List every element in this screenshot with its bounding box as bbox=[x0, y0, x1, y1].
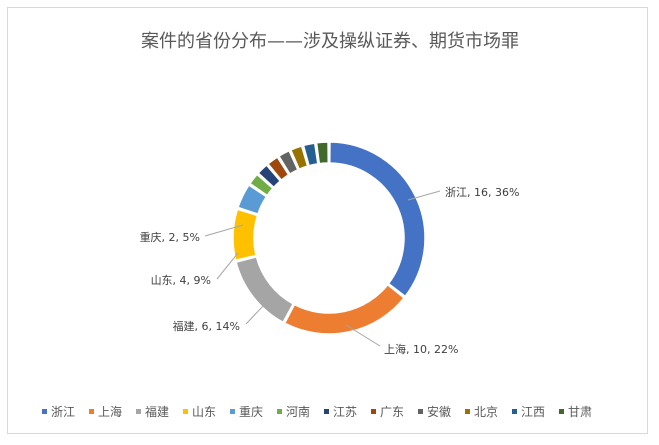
leader-line-1 bbox=[407, 190, 441, 201]
leader-line-4 bbox=[216, 252, 239, 280]
slice-4 bbox=[232, 208, 259, 262]
legend-label-10: 北京 bbox=[474, 405, 498, 419]
leader-line-5 bbox=[204, 224, 244, 237]
data-label-5: 重庆, 2, 5% bbox=[140, 230, 200, 244]
legend-label-6: 河南 bbox=[286, 404, 310, 419]
legend-swatch-9 bbox=[418, 409, 423, 414]
slice-11 bbox=[302, 142, 319, 167]
slice-6 bbox=[248, 173, 274, 197]
legend-swatch-2 bbox=[89, 409, 94, 414]
slice-3 bbox=[235, 255, 295, 324]
chart-area bbox=[7, 7, 648, 434]
legend-swatch-12 bbox=[559, 409, 564, 414]
legend-label-12: 甘肃 bbox=[568, 405, 592, 419]
legend-label-1: 浙江 bbox=[51, 405, 75, 419]
data-label-4: 山东, 4, 9% bbox=[151, 274, 211, 287]
slice-1 bbox=[328, 141, 426, 298]
legend: 浙江 上海 福建 山东 重庆 河南 江苏 广东 安徽 北京 江西 甘肃 bbox=[42, 404, 592, 419]
leader-line-2 bbox=[345, 324, 381, 347]
legend-swatch-5 bbox=[230, 409, 235, 414]
chart-title: 案件的省份分布——涉及操纵证券、期货市场罪 bbox=[141, 31, 519, 52]
legend-label-11: 江西 bbox=[521, 405, 545, 419]
legend-label-5: 重庆 bbox=[239, 405, 263, 419]
legend-label-3: 福建 bbox=[145, 404, 169, 419]
legend-swatch-10 bbox=[465, 409, 470, 414]
legend-swatch-8 bbox=[371, 409, 376, 414]
leader-line-3 bbox=[245, 304, 265, 325]
slice-12 bbox=[315, 141, 330, 165]
slice-2 bbox=[283, 283, 406, 335]
data-label-3: 福建, 6, 14% bbox=[173, 319, 240, 333]
legend-swatch-3 bbox=[136, 409, 141, 414]
legend-label-9: 安徽 bbox=[427, 404, 451, 419]
leader-lines bbox=[204, 190, 441, 347]
legend-swatch-4 bbox=[183, 409, 188, 414]
legend-label-4: 山东 bbox=[192, 405, 216, 419]
legend-label-2: 上海 bbox=[98, 404, 122, 419]
legend-label-8: 广东 bbox=[380, 405, 404, 419]
legend-swatch-11 bbox=[512, 409, 517, 414]
slice-5 bbox=[237, 184, 268, 216]
legend-swatch-6 bbox=[277, 409, 282, 414]
data-labels: 浙江, 16, 36% 上海, 10, 22% 福建, 6, 14% 山东, 4, 9… bbox=[140, 186, 520, 356]
slice-9 bbox=[277, 149, 299, 176]
legend-label-7: 江苏 bbox=[333, 405, 357, 419]
slice-10 bbox=[289, 145, 309, 171]
legend-swatch-1 bbox=[42, 409, 47, 414]
slice-8 bbox=[266, 156, 290, 182]
slice-7 bbox=[257, 164, 282, 189]
data-label-2: 上海, 10, 22% bbox=[384, 342, 458, 356]
data-label-1: 浙江, 16, 36% bbox=[445, 186, 519, 199]
donut-slices bbox=[232, 141, 426, 335]
legend-swatch-7 bbox=[324, 409, 329, 414]
